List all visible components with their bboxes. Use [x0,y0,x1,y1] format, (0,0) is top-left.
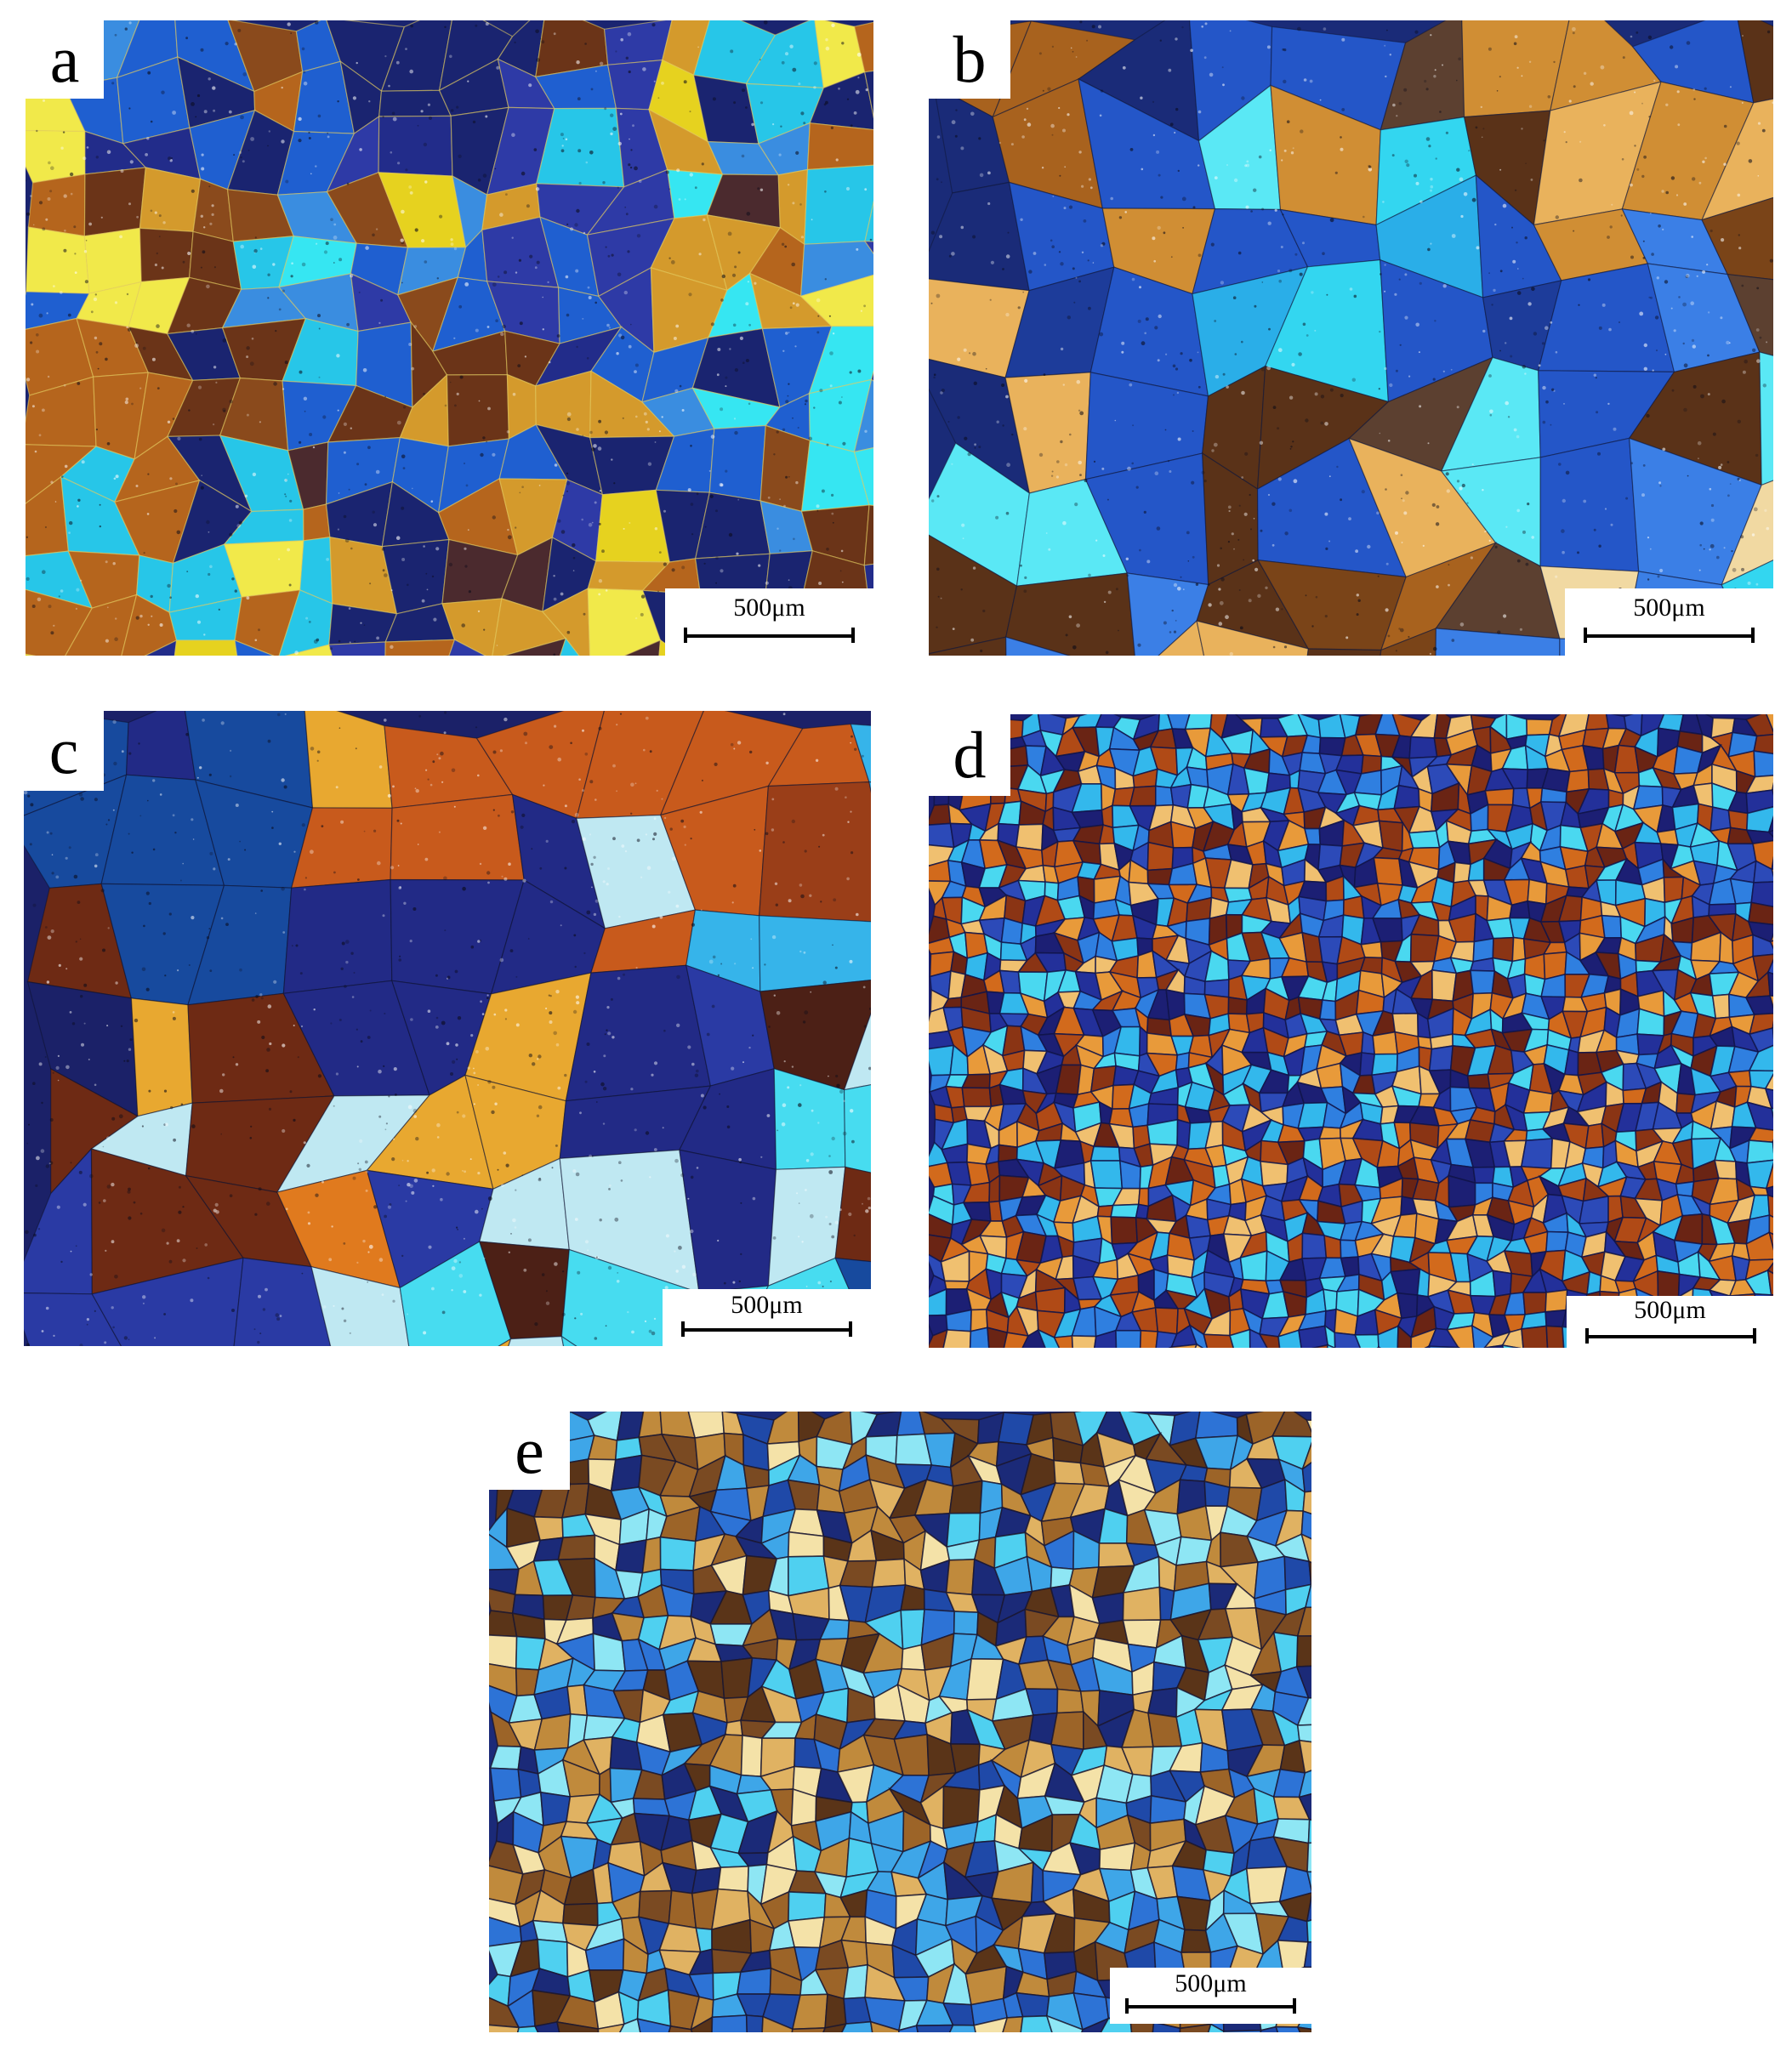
micrograph-image-c [24,711,871,1346]
scale-bar-label-b: 500μm [1633,594,1705,622]
scale-bar-b: 500μm [1565,588,1773,656]
scale-bar-c: 500μm [663,1289,871,1346]
micrograph-image-b [929,20,1773,656]
scale-bar-e: 500μm [1110,1968,1311,2024]
micrograph-panel-a: a 500μm [26,20,873,656]
panel-label-c: c [24,711,104,791]
panel-label-e: e [489,1412,570,1490]
scale-bar-label-c: 500μm [731,1291,803,1319]
panel-label-d: d [929,714,1010,796]
scale-bar-d: 500μm [1567,1296,1773,1348]
scale-bar-label-e: 500μm [1175,1969,1247,1997]
micrograph-panel-b: b 500μm [929,20,1773,656]
panel-label-a: a [26,20,104,99]
micrograph-image-e [489,1412,1311,2032]
micrograph-panel-c: c 500μm [24,711,871,1346]
micrograph-image-a [26,20,873,656]
scale-bar-label-a: 500μm [733,594,805,622]
scale-bar-a: 500μm [665,588,873,656]
micrograph-panel-d: d 500μm [929,714,1773,1348]
scale-bar-label-d: 500μm [1634,1296,1706,1324]
micrograph-image-d [929,714,1773,1348]
micrograph-panel-e: e 500μm [489,1412,1311,2032]
panel-label-b: b [929,20,1010,99]
